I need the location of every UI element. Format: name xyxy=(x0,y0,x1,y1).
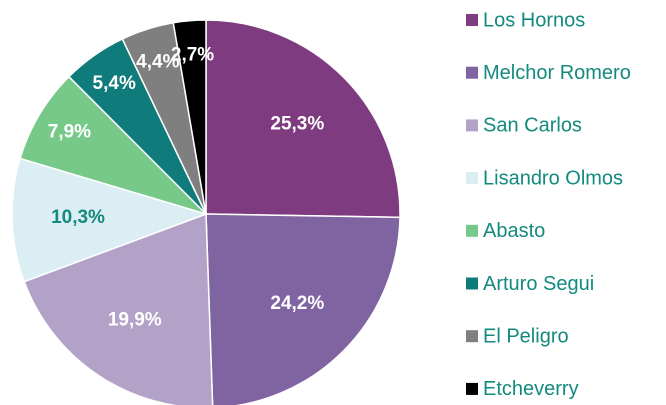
value-label: 2,7% xyxy=(171,45,214,66)
legend-label: Lisandro Olmos xyxy=(483,167,623,189)
legend-label: Arturo Segui xyxy=(483,273,594,295)
legend-label: San Carlos xyxy=(483,115,582,137)
legend-label: El Peligro xyxy=(483,325,569,347)
pie-slice xyxy=(19,75,207,215)
pie-slice xyxy=(11,157,209,283)
value-label: 7,9% xyxy=(48,121,91,142)
value-label: 4,4% xyxy=(136,51,179,72)
pie-slice xyxy=(205,19,401,219)
value-label: 19,9% xyxy=(108,309,162,330)
legend-swatch xyxy=(466,66,478,79)
legend-swatch xyxy=(466,119,478,132)
legend-label: Abasto xyxy=(483,220,545,242)
legend-label: Etcheverry xyxy=(483,378,579,400)
value-label: 5,4% xyxy=(93,73,136,94)
legend-swatch xyxy=(466,277,478,290)
pie-slice xyxy=(23,212,214,405)
legend-label: Melchor Romero xyxy=(483,62,631,84)
legend-swatch xyxy=(466,382,478,395)
legend-swatch xyxy=(466,224,478,237)
value-label: 24,2% xyxy=(270,293,324,314)
value-label: 10,3% xyxy=(51,207,105,228)
legend-swatch xyxy=(466,172,478,185)
legend-swatch xyxy=(466,14,478,26)
legend-label: Los Hornos xyxy=(483,9,585,31)
pie-slice xyxy=(172,19,207,215)
legend-swatch xyxy=(466,330,478,343)
pie-slice xyxy=(205,213,401,405)
value-label: 25,3% xyxy=(270,113,324,134)
